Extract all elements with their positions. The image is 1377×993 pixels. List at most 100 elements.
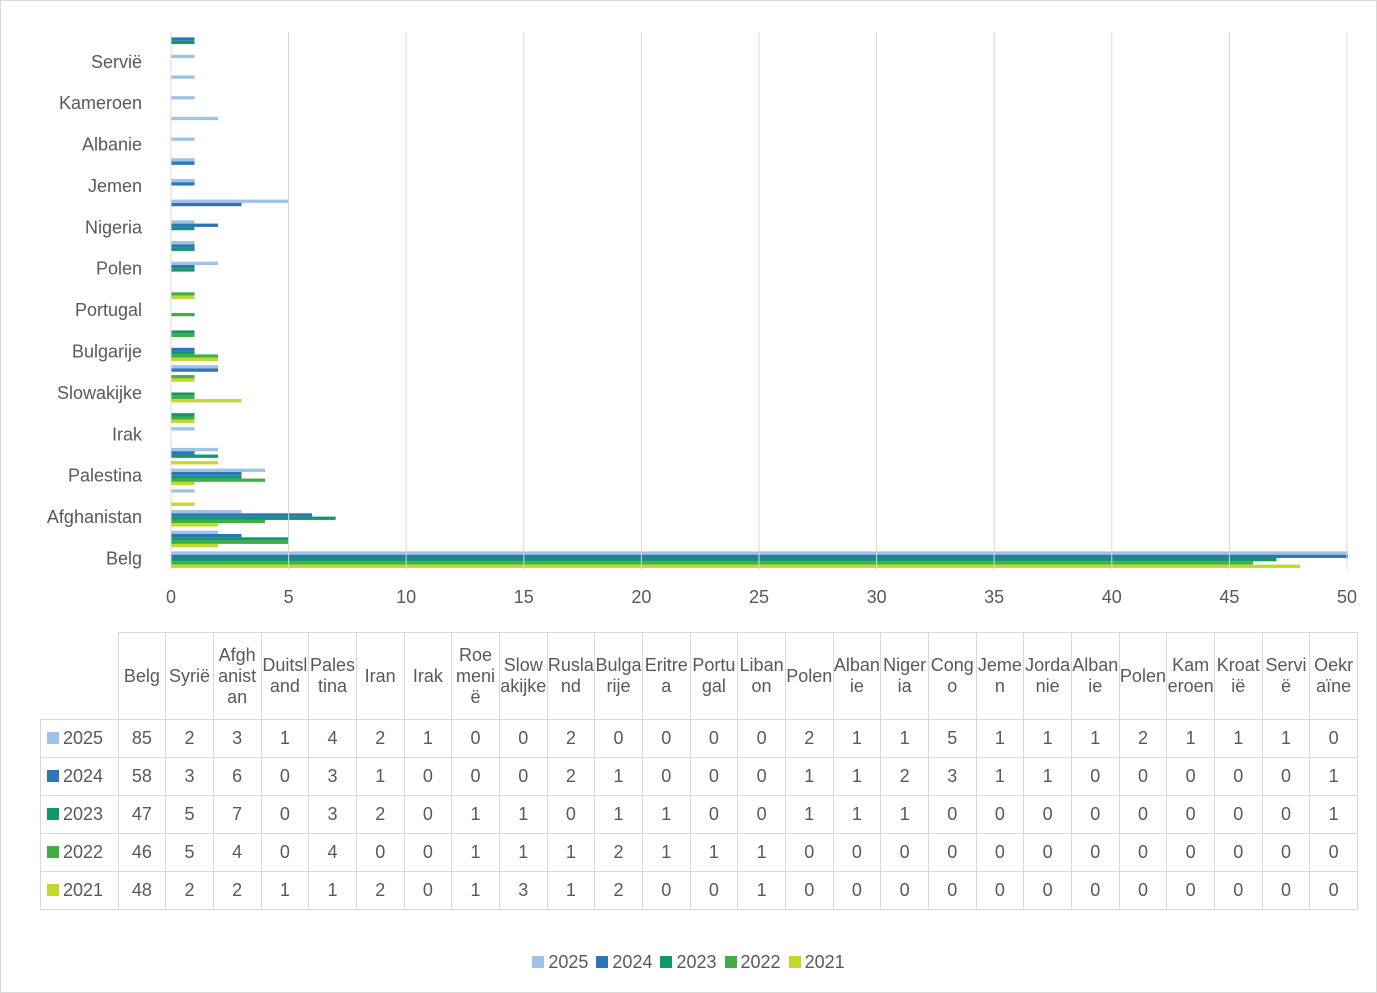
table-header-cell: Oekraïne [1309,632,1358,720]
table-cell: 3 [927,757,977,796]
x-tick-label: 15 [514,587,534,607]
table-cell: 0 [641,757,691,796]
table-cell: 2 [165,871,214,910]
series-name: 2024 [63,766,104,786]
table-series-cell: 2025 [40,719,119,758]
table-header-cell: Rusland [546,632,596,720]
table-cell: 58 [117,757,167,796]
bar [171,519,266,524]
table-cell: 0 [832,871,882,910]
table-series-cell: 2021 [40,871,119,910]
table-cell: 1 [784,757,834,796]
legend-key [47,884,59,896]
table-cell: 0 [1166,871,1215,910]
bar [171,330,195,334]
table-cell: 1 [1309,795,1358,834]
table-cell: 2 [594,871,643,910]
table-header-cell: Libanon [737,632,786,720]
table-header-cell: Syrië [165,632,214,720]
table-row: 2021 48 2 2 1 1 2 0 1 3 1 2 0 0 1 0 0 0 0 0 0 0 0 0 0 0 0 [40,871,1358,910]
table-cell: 0 [1213,795,1263,834]
bar [171,468,266,472]
bar [171,199,289,203]
table-cell: 0 [260,833,310,872]
bar [171,244,195,248]
bar [171,413,195,417]
legend-item: 2021 [788,952,845,972]
table-cell: 0 [689,871,739,910]
table-cell: 2 [546,719,596,758]
table-series-cell: 2024 [40,757,119,796]
table-cell: 2 [1118,719,1168,758]
x-tick-label: 20 [631,587,651,607]
table-cell: 1 [1309,757,1358,796]
bar [171,451,195,455]
bar [171,447,219,452]
table-cell: 0 [832,833,882,872]
table-cell: 0 [975,795,1025,834]
legend-key [47,732,59,744]
x-tick-label: 25 [749,587,769,607]
bar [171,116,219,121]
table-cell: 0 [880,833,929,872]
bar [171,75,195,79]
table-row: 2022 46 5 4 0 4 0 0 1 1 1 2 1 1 1 0 0 0 0 0 0 0 0 0 0 0 0 [40,833,1358,872]
bar [171,537,289,541]
series-name: 2021 [63,880,104,900]
table-header-cell: Jemen [975,632,1025,720]
table-cell: 0 [1023,795,1072,834]
table-cell: 1 [737,871,786,910]
table-cell: 1 [498,833,548,872]
bar [171,247,195,251]
bar [171,178,195,183]
bar [171,561,1253,565]
table-cell: 0 [689,757,739,796]
table-header-cell: Albanie [1070,632,1120,720]
bar [171,399,242,403]
table-cell: 3 [308,795,357,834]
bar [171,313,195,317]
legend-key [47,770,59,782]
table-cell: 6 [212,757,262,796]
table-cell: 0 [880,871,929,910]
table-cell: 1 [546,833,596,872]
table-cell: 0 [1213,757,1263,796]
table-cell: 4 [308,719,357,758]
table-series-cell: 2023 [40,795,119,834]
series-name: 2023 [63,804,104,824]
table-header-cell: Palestina [308,632,357,720]
bar [171,220,195,224]
table-cell: 0 [1261,757,1311,796]
bar [171,557,1277,562]
table-cell: 5 [165,795,214,834]
bar [171,158,195,162]
legend-item: 2023 [660,952,717,972]
table-cell: 1 [641,833,691,872]
table-cell: 2 [165,719,214,758]
x-tick-label: 0 [166,587,176,607]
table-cell: 0 [1118,871,1168,910]
bar [171,516,336,520]
table-row: 2023 47 5 7 0 3 2 0 1 1 0 1 1 0 0 1 1 1 0 0 0 0 0 0 0 0 1 [40,795,1358,834]
table-cell: 2 [355,871,405,910]
table-cell: 47 [117,795,167,834]
y-tick-label: Jemen [88,176,142,196]
bar [171,461,219,465]
bar [171,523,219,527]
bar [171,475,242,479]
table-cell: 0 [1213,833,1263,872]
legend-label: 2022 [740,952,781,972]
bar [171,481,195,486]
y-tick-label: Slowakijke [57,383,142,403]
table-cell: 0 [641,719,691,758]
table-cell: 0 [1118,833,1168,872]
bar [171,365,219,369]
legend-label: 2021 [804,952,845,972]
table-cell: 2 [212,871,262,910]
table-cell: 1 [975,719,1025,758]
table-cell: 2 [880,757,929,796]
bar [171,378,195,382]
table-cell: 5 [165,833,214,872]
table-header-cell: Servië [1261,632,1311,720]
